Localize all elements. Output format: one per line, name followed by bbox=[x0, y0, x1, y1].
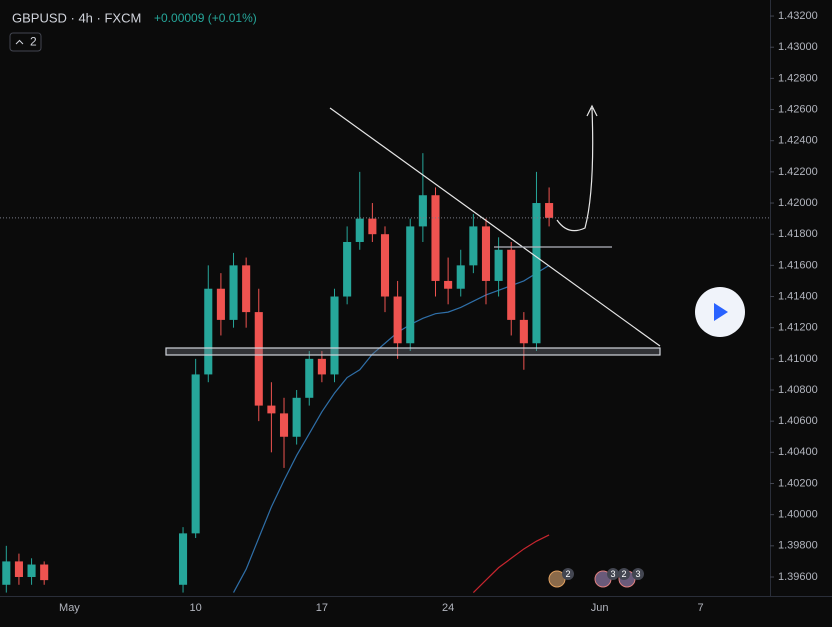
candle-body bbox=[532, 203, 541, 344]
candle-body bbox=[330, 296, 339, 375]
candle-body bbox=[191, 374, 200, 534]
event-count: 2 bbox=[565, 569, 570, 579]
y-tick-label: 1.43200 bbox=[778, 10, 818, 22]
y-tick-label: 1.41600 bbox=[778, 259, 818, 271]
candle-body bbox=[343, 241, 352, 297]
x-tick-label: 24 bbox=[442, 602, 454, 614]
indicator-toggle[interactable]: 2 bbox=[9, 32, 42, 52]
y-tick-label: 1.41800 bbox=[778, 228, 818, 240]
candle-body bbox=[494, 249, 503, 281]
arrow-path[interactable] bbox=[556, 107, 594, 232]
candle-body bbox=[406, 226, 415, 344]
y-tick-label: 1.41400 bbox=[778, 290, 818, 302]
arrow-head bbox=[586, 104, 598, 117]
candle-body bbox=[305, 358, 314, 398]
candle-body bbox=[229, 265, 238, 320]
candle-body bbox=[519, 319, 528, 344]
event-badge bbox=[632, 568, 644, 580]
event-count: 3 bbox=[610, 569, 615, 579]
candle-body bbox=[431, 195, 440, 281]
play-icon bbox=[714, 303, 728, 321]
candle-body bbox=[178, 533, 188, 585]
y-tick-label: 1.42600 bbox=[778, 103, 818, 115]
support-zone[interactable] bbox=[165, 347, 661, 356]
candle-body bbox=[40, 564, 49, 581]
candle-body bbox=[355, 218, 364, 242]
candle-body bbox=[216, 288, 225, 320]
candle-body bbox=[393, 296, 402, 344]
y-tick-label: 1.40200 bbox=[778, 477, 818, 489]
symbol-title: GBPUSD · 4h · FXCM bbox=[12, 10, 141, 25]
y-tick-label: 1.39600 bbox=[778, 571, 818, 583]
x-tick-label: May bbox=[59, 602, 80, 614]
candle-body bbox=[27, 564, 36, 577]
candle-body bbox=[444, 280, 453, 289]
plot-area bbox=[0, 153, 770, 593]
y-tick-label: 1.40600 bbox=[778, 415, 818, 427]
moving-average-line bbox=[472, 534, 550, 593]
y-tick-label: 1.40400 bbox=[778, 446, 818, 458]
candle-body bbox=[267, 405, 276, 414]
y-tick-label: 1.42200 bbox=[778, 166, 818, 178]
candle-body bbox=[292, 397, 301, 437]
x-tick-label: 10 bbox=[190, 602, 202, 614]
y-tick-label: 1.42000 bbox=[778, 197, 818, 209]
y-tick-label: 1.41200 bbox=[778, 322, 818, 334]
candle-body bbox=[418, 195, 427, 227]
candle-body bbox=[456, 265, 465, 289]
candle-body bbox=[469, 226, 478, 266]
toggle-box[interactable] bbox=[9, 32, 42, 52]
event-count: 2 bbox=[621, 569, 626, 579]
candle-body bbox=[481, 226, 491, 281]
candle-body bbox=[204, 288, 213, 375]
drawings bbox=[165, 104, 661, 356]
x-tick-label: 17 bbox=[316, 602, 328, 614]
candle-body bbox=[317, 358, 326, 375]
toggle-chevron bbox=[15, 39, 24, 45]
moving-average-line bbox=[232, 264, 550, 593]
y-tick-label: 1.40000 bbox=[778, 509, 818, 521]
event-count: 3 bbox=[635, 569, 640, 579]
event-badge bbox=[618, 568, 630, 580]
candle-body bbox=[545, 203, 554, 218]
y-tick-label: 1.42400 bbox=[778, 135, 818, 147]
y-tick-label: 1.43000 bbox=[778, 41, 818, 53]
candle-body bbox=[254, 312, 263, 406]
candle-body bbox=[368, 218, 377, 235]
y-tick-label: 1.39800 bbox=[778, 540, 818, 552]
candle-body bbox=[380, 234, 390, 297]
candle-body bbox=[2, 561, 11, 585]
events[interactable]: 2 3 2 3 bbox=[548, 568, 644, 588]
x-tick-label: 7 bbox=[698, 602, 704, 614]
candle-body bbox=[242, 265, 251, 313]
y-tick-label: 1.40800 bbox=[778, 384, 818, 396]
y-tick-label: 1.42800 bbox=[778, 72, 818, 84]
candle-body bbox=[279, 413, 289, 437]
candle-body bbox=[14, 561, 23, 577]
price-change: +0.00009 (+0.01%) bbox=[154, 11, 257, 25]
y-tick-label: 1.41000 bbox=[778, 353, 818, 365]
candle-body bbox=[507, 249, 516, 320]
play-button[interactable] bbox=[695, 287, 745, 337]
event-badge bbox=[607, 568, 619, 580]
event-badge bbox=[562, 568, 574, 580]
indicator-count: 2 bbox=[30, 35, 37, 49]
x-tick-label: Jun bbox=[591, 602, 609, 614]
trend-line[interactable] bbox=[329, 107, 661, 347]
